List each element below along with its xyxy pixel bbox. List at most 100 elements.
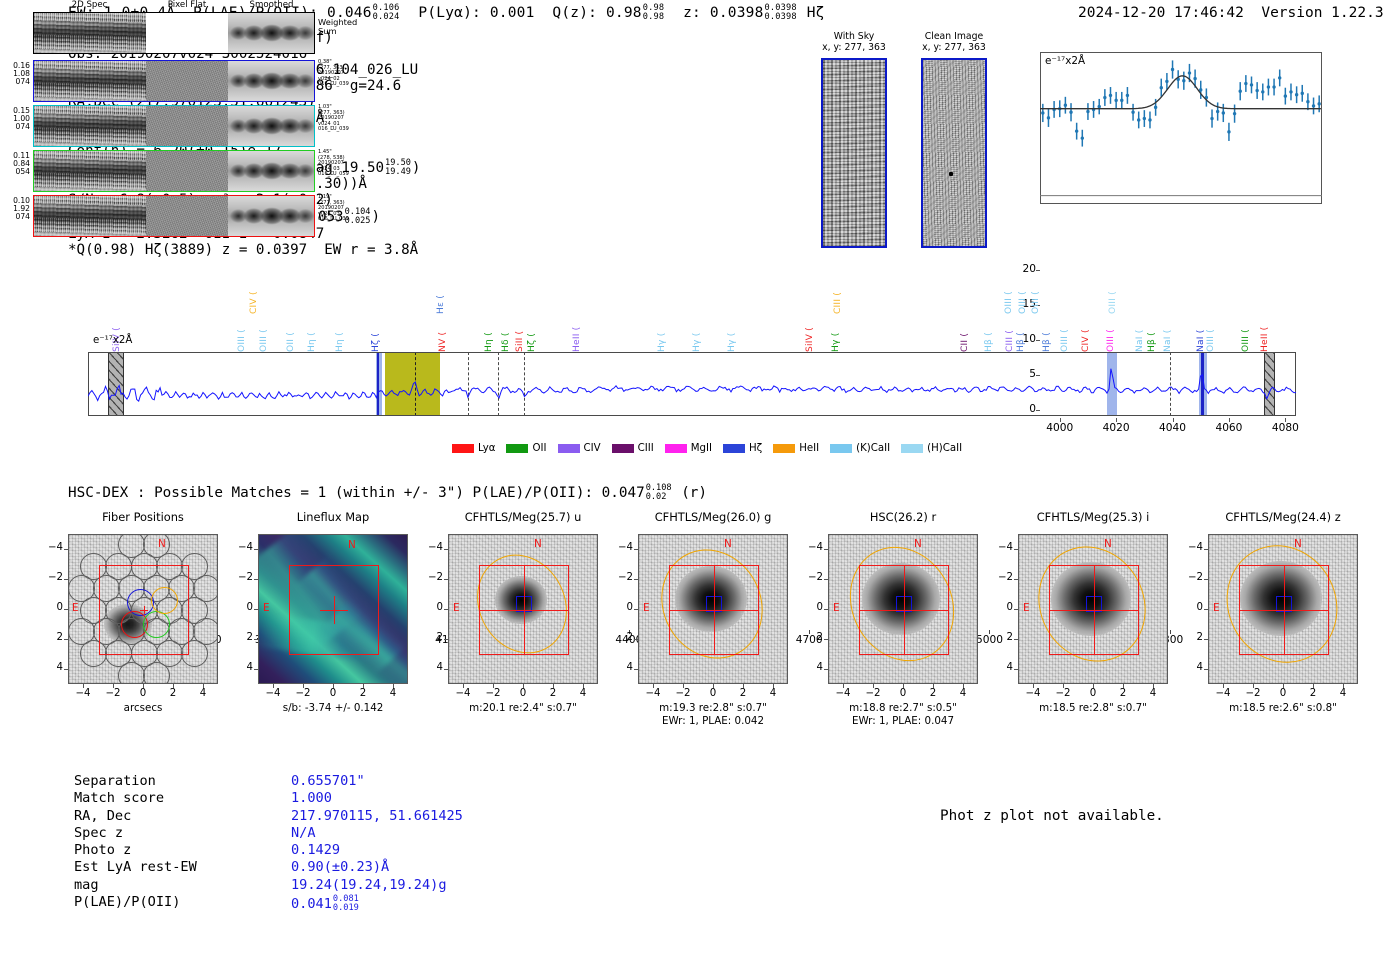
imaging-panel-caption-2: EWr: 1, PLAE: 0.047 bbox=[851, 715, 955, 727]
imaging-panel-6[interactable]: CFHTLS/Meg(25.3) i N E −4 −2 0 2 4 4 2 0 −2 −4 m:18.5… bbox=[998, 510, 1168, 714]
imaging-ytick: 2 bbox=[1196, 632, 1203, 643]
target-crosshair-v bbox=[714, 565, 716, 655]
header-z-label: z: bbox=[683, 4, 701, 21]
imaging-ytick-mark bbox=[1014, 579, 1018, 580]
imaging-xtick: 4 bbox=[579, 688, 587, 699]
compass-e: E bbox=[1213, 602, 1220, 614]
imaging-panel-2[interactable]: Lineflux Map N E −4 −2 0 2 4 4 2 0 −2 −4 s/b: -3.74 +… bbox=[238, 510, 408, 714]
fiber-circle bbox=[143, 662, 171, 683]
imaging-xtick: −2 bbox=[485, 688, 501, 699]
header-plae-value: 0.046 bbox=[327, 4, 372, 21]
compass-n: N bbox=[158, 538, 166, 550]
legend-label: CIII bbox=[637, 443, 654, 454]
spec2d-row-3-left: 0.11 0.84 054 bbox=[13, 151, 30, 177]
imaging-ytick-mark bbox=[824, 609, 828, 610]
header-timestamp-version: 2024-12-20 17:46:42 Version 1.22.3 bbox=[1078, 5, 1384, 21]
spec2d-cell-pixelflat bbox=[146, 13, 228, 53]
imaging-xtick: −4 bbox=[835, 688, 851, 699]
legend-label: (H)CaII bbox=[927, 443, 963, 454]
imaging-ytick: 0 bbox=[1006, 602, 1013, 613]
compass-n: N bbox=[348, 539, 356, 551]
imaging-ytick: 4 bbox=[246, 662, 253, 673]
legend-label: (K)CaII bbox=[856, 443, 891, 454]
masked-region-band-2 bbox=[1263, 352, 1276, 416]
imaging-panel-1[interactable]: Fiber Positions N E −4 −2 0 2 4 4 2 0 −2 −4 arcsecs bbox=[48, 510, 218, 714]
zoom-xtick-mark bbox=[1228, 418, 1230, 422]
match-detail-table: Separation 0.655701" Match score 1.000 RA, D… bbox=[72, 772, 465, 915]
imaging-xtick: 2 bbox=[739, 688, 747, 699]
imaging-xtick: 2 bbox=[549, 688, 557, 699]
hzeta-band bbox=[375, 352, 382, 416]
spec2d-cell-2dspec bbox=[34, 106, 147, 146]
imaging-ytick-mark bbox=[634, 579, 638, 580]
full-spectrum-plot: e⁻¹⁷x2Å bbox=[88, 335, 1296, 416]
header-z-range: 0.0398 0.0398 bbox=[764, 3, 797, 22]
legend-item: HeII bbox=[773, 443, 819, 454]
spec2d-cell-2dspec bbox=[34, 13, 147, 53]
spec2d-row-4-left: 0.10 1.92 074 bbox=[13, 196, 30, 222]
header-z-value: 0.0398 bbox=[709, 4, 764, 21]
fiber-circle bbox=[80, 640, 108, 668]
table-row-value: 0.655701" bbox=[291, 773, 365, 789]
fiber-circle bbox=[117, 662, 145, 683]
imaging-xtick-mark bbox=[1253, 684, 1254, 688]
table-row-key: P(LAE)/P(OII) bbox=[74, 894, 181, 911]
imaging-xtick-mark bbox=[1313, 684, 1314, 688]
imaging-ytick: 2 bbox=[246, 632, 253, 643]
zoom-spectrum-units: e⁻¹⁷x2Å bbox=[1045, 55, 1086, 67]
cutout-with-sky-coords: x, y: 277, 363 bbox=[822, 42, 886, 53]
imaging-ytick: −2 bbox=[1187, 572, 1203, 583]
spec2d-weighted-sum-label: Weighted Sum bbox=[318, 17, 358, 37]
imaging-ytick: 2 bbox=[626, 632, 633, 643]
zoom-spectrum-plot: e⁻¹⁷x2Å bbox=[1040, 52, 1322, 204]
zoom-xtick-mark bbox=[1172, 418, 1174, 422]
imaging-ytick: 2 bbox=[816, 632, 823, 643]
legend-swatch bbox=[723, 444, 746, 453]
spec2d-cell-2dspec bbox=[34, 196, 147, 236]
imaging-ytick: 0 bbox=[56, 602, 63, 613]
zoom-xtick: 4040 bbox=[1159, 422, 1187, 434]
imaging-ytick: −4 bbox=[617, 542, 633, 553]
table-row-key: Photo z bbox=[74, 842, 132, 859]
line-marker-dashed bbox=[414, 352, 416, 416]
legend-swatch bbox=[452, 444, 474, 453]
imaging-xtick-mark bbox=[903, 684, 904, 688]
zoom-xtick: 4060 bbox=[1215, 422, 1243, 434]
imaging-xtick-mark bbox=[393, 684, 394, 688]
imaging-panel-7[interactable]: CFHTLS/Meg(24.4) z N E −4 −2 0 2 4 4 2 0 −2 −4 m:18.5… bbox=[1188, 510, 1358, 714]
zoom-xtick: 4080 bbox=[1271, 422, 1299, 434]
imaging-ytick-mark bbox=[444, 639, 448, 640]
compass-e: E bbox=[643, 602, 650, 614]
compass-e: E bbox=[833, 602, 840, 614]
zoom-xtick: 4020 bbox=[1102, 422, 1130, 434]
full-spectrum-xtick-mark bbox=[809, 630, 811, 634]
header-qz-range: 0.98 0.98 bbox=[642, 3, 665, 22]
galaxy-blob bbox=[495, 576, 547, 624]
compass-n: N bbox=[534, 538, 542, 550]
imaging-xtick: −4 bbox=[265, 688, 281, 699]
imaging-panel-caption-1: m:18.5 re:2.8" s:0.7" bbox=[1039, 702, 1147, 714]
imaging-panel-caption-1: m:19.3 re:2.8" s:0.7" bbox=[659, 702, 767, 714]
imaging-ytick-mark bbox=[254, 549, 258, 550]
imaging-ytick-mark bbox=[1014, 639, 1018, 640]
imaging-ytick-mark bbox=[824, 639, 828, 640]
spec2d-cell-smoothed bbox=[227, 13, 315, 53]
header-qz-label: Q(z): bbox=[552, 4, 598, 21]
timestamp: 2024-12-20 17:46:42 bbox=[1078, 5, 1244, 21]
target-crosshair-v bbox=[1094, 565, 1096, 655]
zoom-spectrum-canvas bbox=[1040, 60, 1322, 197]
imaging-ytick: 2 bbox=[436, 632, 443, 643]
imaging-panel-4[interactable]: CFHTLS/Meg(26.0) g N E −4 −2 0 2 4 4 2 0 −2 −4 m:19.3… bbox=[618, 510, 788, 727]
imaging-xtick-mark bbox=[333, 684, 334, 688]
legend-swatch bbox=[506, 444, 529, 453]
imaging-panel-5[interactable]: HSC(26.2) r N E −4 −2 0 2 4 4 2 0 −2 −4 m:18.8 re:2.7… bbox=[808, 510, 978, 727]
line-marker-dashed bbox=[524, 352, 526, 416]
imaging-panel-3[interactable]: CFHTLS/Meg(25.7) u N E −4 −2 0 2 4 4 2 0 −2 −4 m:20.1… bbox=[428, 510, 598, 714]
